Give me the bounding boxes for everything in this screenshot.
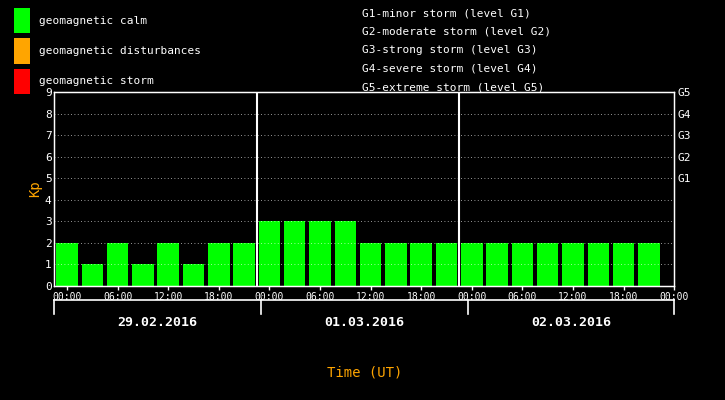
Bar xyxy=(613,243,634,286)
Text: G4-severe storm (level G4): G4-severe storm (level G4) xyxy=(362,64,538,74)
Bar xyxy=(638,243,660,286)
Text: geomagnetic storm: geomagnetic storm xyxy=(38,76,153,86)
Bar xyxy=(486,243,508,286)
Bar xyxy=(512,243,533,286)
Bar xyxy=(132,264,154,286)
Text: G5-extreme storm (level G5): G5-extreme storm (level G5) xyxy=(362,82,544,92)
Text: geomagnetic disturbances: geomagnetic disturbances xyxy=(38,46,201,56)
Text: 02.03.2016: 02.03.2016 xyxy=(531,316,611,328)
Bar xyxy=(461,243,483,286)
Bar xyxy=(233,243,255,286)
Bar xyxy=(157,243,179,286)
Text: G1-minor storm (level G1): G1-minor storm (level G1) xyxy=(362,8,531,18)
Bar xyxy=(14,38,30,64)
Bar xyxy=(310,221,331,286)
Text: Time (UT): Time (UT) xyxy=(327,365,402,379)
Text: G2-moderate storm (level G2): G2-moderate storm (level G2) xyxy=(362,27,552,37)
Bar xyxy=(385,243,407,286)
Bar xyxy=(563,243,584,286)
Bar xyxy=(537,243,558,286)
Bar xyxy=(57,243,78,286)
Text: 01.03.2016: 01.03.2016 xyxy=(324,316,405,328)
Bar xyxy=(259,221,280,286)
Bar xyxy=(14,8,30,33)
Bar xyxy=(107,243,128,286)
Bar xyxy=(587,243,609,286)
Y-axis label: Kp: Kp xyxy=(28,181,42,197)
Text: G3-strong storm (level G3): G3-strong storm (level G3) xyxy=(362,45,538,55)
Bar xyxy=(360,243,381,286)
Bar xyxy=(284,221,305,286)
Bar xyxy=(183,264,204,286)
Bar xyxy=(82,264,103,286)
Bar xyxy=(334,221,356,286)
Bar xyxy=(410,243,432,286)
Bar xyxy=(436,243,457,286)
Text: 29.02.2016: 29.02.2016 xyxy=(117,316,198,328)
Bar xyxy=(14,69,30,94)
Bar xyxy=(208,243,230,286)
Text: geomagnetic calm: geomagnetic calm xyxy=(38,16,146,26)
